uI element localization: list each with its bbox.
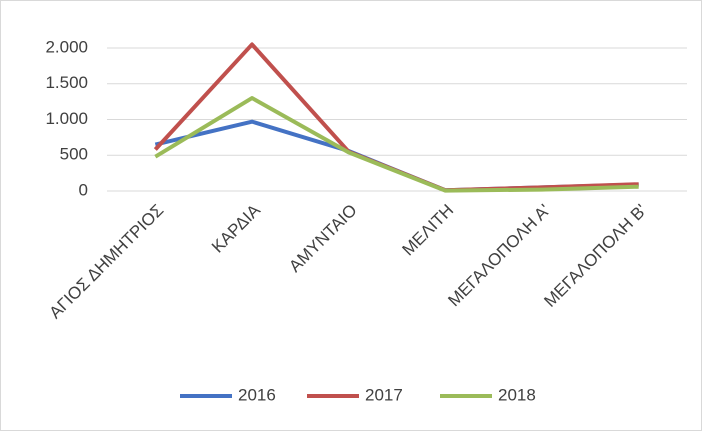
line-series	[154, 96, 639, 193]
y-tick-label: 1.500	[45, 73, 88, 92]
y-tick-label: 1.000	[45, 109, 88, 128]
y-tick-label: 0	[79, 180, 88, 199]
legend-label: 2016	[238, 385, 276, 404]
y-tick-label: 500	[60, 145, 88, 164]
y-tick-label: 2.000	[45, 37, 88, 56]
legend-label: 2018	[498, 385, 536, 404]
legend-label: 2017	[365, 385, 403, 404]
